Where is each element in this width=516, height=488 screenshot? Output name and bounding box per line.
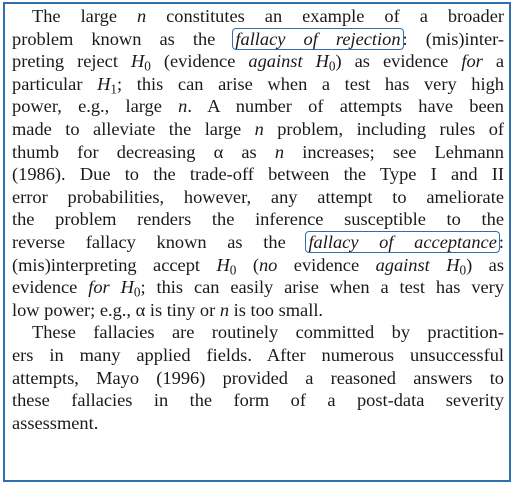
paragraph-2: These fallacies are routinely committed … bbox=[12, 321, 504, 434]
math-subscript: 1 bbox=[110, 81, 117, 97]
emphasis-for: for bbox=[461, 51, 483, 72]
emphasis-no: no bbox=[258, 254, 278, 275]
text-line: power, e.g., large n. A number of attemp… bbox=[12, 95, 504, 118]
text-line: problem known as the fallacy of rejectio… bbox=[12, 27, 504, 51]
math-n: n bbox=[254, 118, 264, 139]
emphasis-for: for H bbox=[88, 277, 134, 298]
text-run: problem known as the bbox=[12, 28, 234, 49]
text-run: : (mis)inter- bbox=[402, 28, 504, 49]
text-run: . A number of attempts have been bbox=[187, 96, 504, 117]
text-run: thumb for decreasing α as bbox=[12, 141, 275, 162]
text-run: power, e.g., large bbox=[12, 96, 179, 117]
text-run: constitutes an example of a broader bbox=[146, 6, 504, 26]
math-subscript: 0 bbox=[328, 58, 336, 74]
text-line: particular H1; this can arise when a tes… bbox=[12, 73, 504, 96]
text-line: The large n constitutes an example of a … bbox=[12, 5, 504, 28]
text-run: evidence bbox=[277, 254, 376, 275]
text-line: made to alleviate the large n problem, i… bbox=[12, 118, 504, 141]
text-run: (mis)interpreting accept bbox=[12, 254, 217, 275]
text-line: (mis)interpreting accept H0 (no evidence… bbox=[12, 254, 504, 277]
math-h: H bbox=[216, 254, 230, 275]
text-run: particular bbox=[12, 73, 98, 94]
text-run: ; this can easily arise when a test has … bbox=[140, 277, 505, 298]
text-line: (1986). Due to the trade-off between the… bbox=[12, 164, 504, 185]
text-line: these fallacies in the form of a post-da… bbox=[12, 390, 504, 411]
text-run: : bbox=[498, 231, 505, 252]
text-run: (evidence bbox=[150, 51, 249, 72]
math-n: n bbox=[136, 6, 147, 26]
text-run: evidence bbox=[12, 277, 89, 298]
paragraph-1: The large n constitutes an example of a … bbox=[12, 5, 504, 321]
text-line: evidence for H0; this can easily arise w… bbox=[12, 276, 504, 299]
document-frame bbox=[3, 2, 511, 482]
text-line: ers in many applied fields. After numero… bbox=[12, 344, 504, 365]
text-run: reverse fallacy known as the bbox=[12, 231, 307, 252]
text-run: ) as bbox=[466, 254, 504, 275]
text-line: low power; e.g., α is tiny or n is too s… bbox=[12, 299, 504, 322]
text-excerpt: The large n constitutes an example of a … bbox=[12, 5, 504, 434]
text-run: The large bbox=[32, 6, 137, 26]
text-line: the problem renders the inference suscep… bbox=[12, 209, 504, 230]
math-subscript: 0 bbox=[229, 261, 237, 277]
math-n: n bbox=[178, 96, 188, 117]
text-line: thumb for decreasing α as n increases; s… bbox=[12, 141, 504, 164]
emphasis-against: against H bbox=[375, 254, 460, 275]
math-n: n bbox=[219, 299, 230, 320]
math-h: H bbox=[130, 51, 145, 72]
text-run: preting reject bbox=[12, 51, 131, 72]
text-run: made to alleviate the large bbox=[12, 118, 255, 139]
text-line: reverse fallacy known as the fallacy of … bbox=[12, 230, 505, 254]
fallacy-of-rejection-highlight: fallacy of rejection bbox=[232, 27, 404, 50]
math-subscript: 0 bbox=[459, 261, 467, 277]
emphasis-against: against H bbox=[248, 51, 329, 72]
text-run: low power; e.g., α is tiny or bbox=[12, 299, 220, 320]
text-run: increases; see Lehmann bbox=[284, 141, 504, 162]
text-line: error probabilities, however, any attemp… bbox=[12, 186, 504, 207]
text-run: ) as evidence bbox=[335, 51, 462, 72]
math-subscript: 0 bbox=[133, 284, 141, 300]
text-line: preting reject H0 (evidence against H0) … bbox=[12, 50, 504, 73]
math-n: n bbox=[274, 141, 285, 162]
text-run: problem, including rules of bbox=[263, 118, 505, 139]
text-run: ( bbox=[236, 254, 259, 275]
fallacy-of-acceptance-highlight: fallacy of acceptance bbox=[305, 230, 500, 253]
text-line: These fallacies are routinely committed … bbox=[32, 322, 504, 343]
text-run: a bbox=[482, 51, 504, 72]
text-line: assessment. bbox=[12, 412, 99, 433]
math-subscript: 0 bbox=[144, 58, 151, 74]
text-run: ; this can arise when a test has very hi… bbox=[117, 73, 504, 94]
math-h: H bbox=[97, 73, 111, 94]
text-run: is too small. bbox=[229, 299, 324, 320]
text-line: attempts, Mayo (1996) provided a reasone… bbox=[12, 367, 504, 388]
